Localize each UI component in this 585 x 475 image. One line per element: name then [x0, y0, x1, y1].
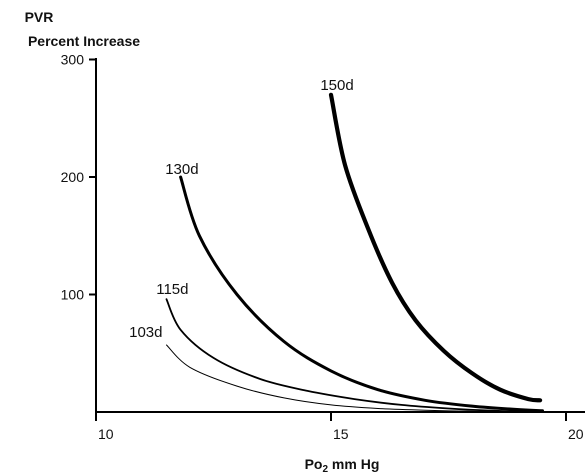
curve-115d [165, 298, 544, 413]
series-label-130d: 130d [165, 161, 198, 178]
y-tick-label-100: 100 [61, 287, 85, 303]
series-label-115d: 115d [156, 281, 188, 298]
x-tick-label-15: 15 [333, 426, 349, 442]
series-label-150d: 150d [320, 77, 353, 94]
plot-curves [165, 92, 544, 413]
y-tick-label-300: 300 [61, 52, 85, 68]
y-axis-title-line2: Percent Increase [28, 33, 140, 49]
x-axis-title-suffix: mm Hg [328, 456, 379, 472]
x-axis-title-subscript: 2 [322, 464, 328, 475]
x-axis-title: Po2 mm Hg [305, 456, 380, 475]
series-label-103d: 103d [129, 324, 162, 341]
x-tick-label-10: 10 [98, 426, 114, 442]
x-axis-title-prefix: Po [305, 456, 323, 472]
y-axis-title-line1: PVR [25, 9, 54, 25]
curve-130d [179, 175, 544, 413]
series-labels: 103d 115d 130d 150d [129, 77, 354, 341]
y-tick-label-200: 200 [61, 169, 85, 185]
x-tick-label-20: 20 [568, 426, 584, 442]
axis-ticks: 100 200 300 10 15 20 [61, 52, 584, 443]
curve-150d [328, 92, 543, 403]
